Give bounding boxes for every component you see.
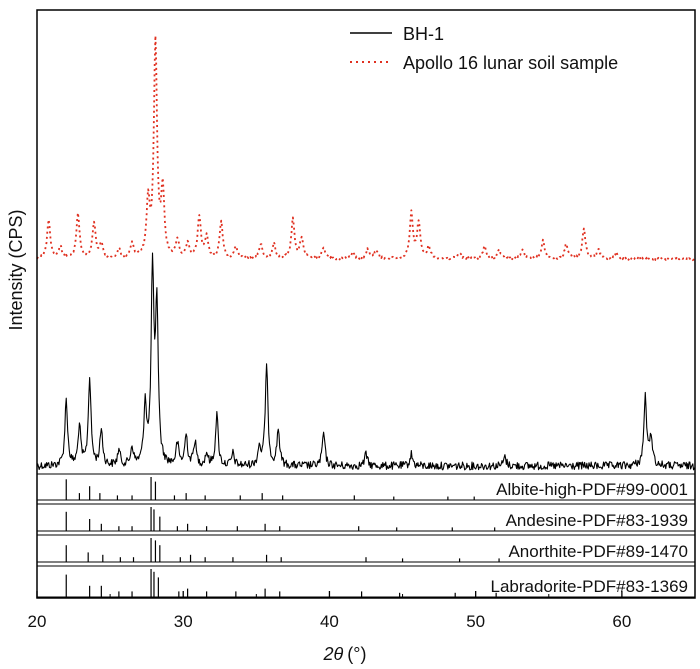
x-tick-label-20: 20 xyxy=(28,612,47,631)
plot-frame xyxy=(36,9,696,599)
x-axis-label-unit: (°) xyxy=(347,644,366,664)
series-line-apollo16 xyxy=(36,34,696,262)
x-tick-label-40: 40 xyxy=(320,612,339,631)
y-axis-label: Intensity (CPS) xyxy=(6,209,26,330)
plot-content: Albite-high-PDF#99-0001 Andesine-PDF#83-1… xyxy=(36,34,696,598)
series-line-bh1 xyxy=(36,252,696,471)
legend: BH-1 Apollo 16 lunar soil sample xyxy=(350,24,618,73)
x-axis-label-symbol: 2θ xyxy=(323,644,344,664)
ref-label-anorthite: Anorthite-PDF#89-1470 xyxy=(508,542,688,561)
x-axis-label: 2θ (°) xyxy=(323,644,367,664)
x-tick-label-60: 60 xyxy=(612,612,631,631)
ref-label-albite: Albite-high-PDF#99-0001 xyxy=(496,480,688,499)
legend-label-apollo: Apollo 16 lunar soil sample xyxy=(403,53,618,73)
legend-label-bh1: BH-1 xyxy=(403,24,444,44)
ref-label-andesine: Andesine-PDF#83-1939 xyxy=(506,511,688,530)
ref-label-labradorite: Labradorite-PDF#83-1369 xyxy=(490,577,688,596)
x-tick-label-30: 30 xyxy=(174,612,193,631)
x-tick-label-50: 50 xyxy=(466,612,485,631)
x-axis: 20 30 40 50 60 xyxy=(28,591,631,631)
